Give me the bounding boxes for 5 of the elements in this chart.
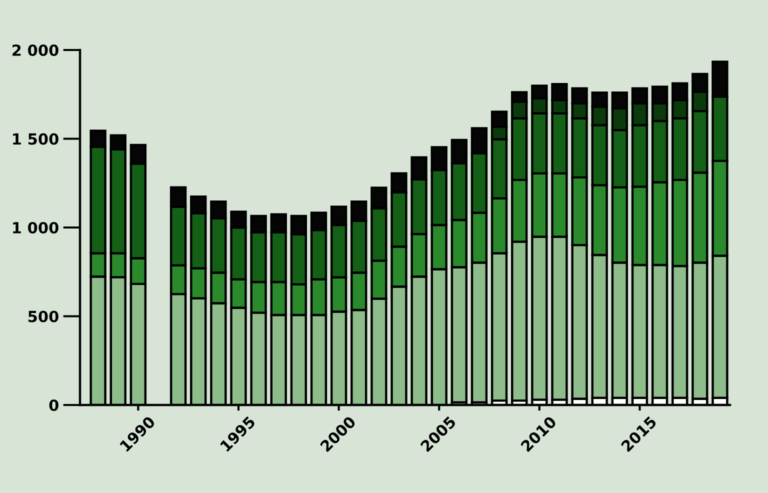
y-tick-label: 0 [49,399,58,412]
y-tick-label: 1 000 [13,222,58,234]
y-tick-label: 2 000 [12,44,58,56]
y-tick-label: 500 [28,310,58,322]
y-tick-label: 1 500 [13,133,58,145]
